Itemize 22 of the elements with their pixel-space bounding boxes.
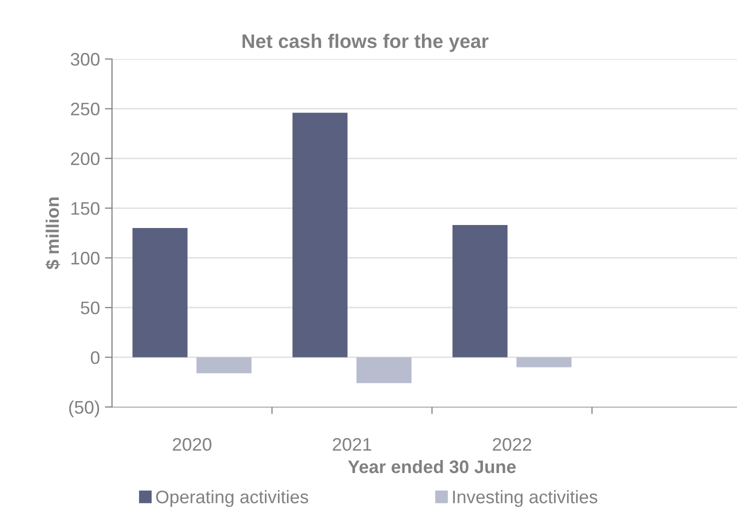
y-tick-label: 200 <box>70 152 100 166</box>
bar <box>356 357 412 384</box>
bar <box>132 228 188 358</box>
legend-label: Investing activities <box>453 490 598 507</box>
x-tick-label: 2021 <box>332 438 372 451</box>
chart-title: Net cash flows for the year <box>242 34 488 52</box>
y-tick-label: 100 <box>71 252 100 265</box>
y-tick-label: (50) <box>69 400 100 418</box>
y-tick-label: 150 <box>71 202 100 215</box>
y-axis-title: $ million <box>45 198 60 270</box>
bar <box>452 225 508 358</box>
x-tick-label: 2022 <box>492 438 532 451</box>
y-tick-label: 300 <box>70 52 100 66</box>
legend-label: Operating activities <box>156 490 308 507</box>
bar <box>292 112 348 358</box>
x-tick-label: 2020 <box>172 438 212 451</box>
y-tick-label: 0 <box>90 351 100 364</box>
bar <box>196 357 252 374</box>
y-tick-label: 50 <box>80 302 100 314</box>
y-tick-label: 250 <box>70 102 100 116</box>
x-axis-title: Year ended 30 June <box>348 460 516 474</box>
bar <box>516 357 572 368</box>
